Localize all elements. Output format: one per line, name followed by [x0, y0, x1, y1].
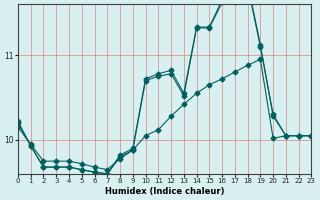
X-axis label: Humidex (Indice chaleur): Humidex (Indice chaleur) [105, 187, 224, 196]
